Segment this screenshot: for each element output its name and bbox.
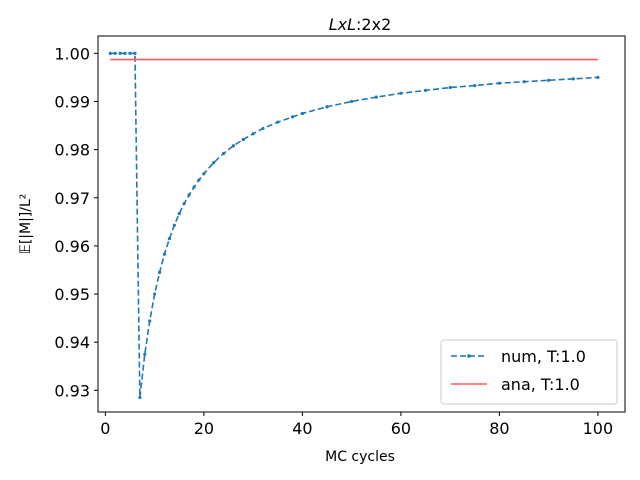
- series-0-point: [374, 95, 378, 99]
- plot-area: [108, 51, 600, 400]
- series-0-point: [123, 51, 127, 55]
- series-0-point: [108, 51, 112, 55]
- x-tick-label: 80: [489, 419, 509, 438]
- series-0-point: [596, 75, 600, 80]
- series-0-point: [350, 99, 354, 104]
- series-0-point: [148, 319, 152, 323]
- series-0-point: [325, 105, 329, 109]
- series-line-0: [110, 52, 598, 398]
- x-tick-label: 60: [391, 419, 411, 438]
- series-0-point: [212, 161, 216, 165]
- y-tick-label: 0.93: [54, 381, 90, 400]
- legend-label-1: ana, T:1.0: [501, 375, 580, 394]
- series-0-point: [571, 77, 575, 81]
- series-0-point: [473, 83, 477, 88]
- chart-title: LxL:2x2: [329, 15, 392, 34]
- series-0-point: [251, 132, 255, 136]
- series-0-point: [187, 193, 191, 197]
- series-0-point: [113, 51, 117, 55]
- legend-swatch-marker-0: [467, 354, 471, 358]
- series-0-point: [157, 270, 162, 274]
- series-0-point: [143, 352, 147, 356]
- series-0-point: [300, 111, 304, 116]
- series-0-point: [448, 85, 452, 90]
- series-0-point: [162, 252, 167, 256]
- series-0-point: [192, 185, 196, 189]
- series-0-point: [231, 144, 236, 148]
- series-0-point: [399, 91, 403, 95]
- series-0-point: [177, 212, 181, 216]
- legend-label-0: num, T:1.0: [501, 347, 586, 366]
- y-tick-label: 0.97: [54, 189, 90, 208]
- series-0-point: [276, 120, 280, 124]
- x-tick-label: 20: [194, 419, 214, 438]
- series-0-point: [290, 115, 295, 119]
- series-0-point: [547, 78, 551, 82]
- y-tick-label: 0.98: [54, 141, 90, 160]
- title-prefix: LxL: [329, 15, 356, 34]
- y-tick-label: 0.99: [54, 92, 90, 111]
- y-tick-label: 1.00: [54, 44, 90, 63]
- y-tick-label: 0.94: [54, 333, 90, 352]
- x-tick-label: 40: [292, 419, 312, 438]
- title-suffix: :2x2: [356, 15, 391, 34]
- series-0-point: [172, 223, 176, 227]
- x-tick-label: 100: [583, 419, 614, 438]
- x-axis-label: MC cycles: [325, 449, 395, 465]
- series-0-point: [497, 81, 502, 85]
- axes: 0 20 40 60 80 100 0.93 0.94 0.95 0.96 0.97 0.98 0.99…: [54, 35, 626, 438]
- legend-box: [440, 339, 618, 405]
- series-0-point: [182, 201, 186, 206]
- series-0-point: [153, 292, 157, 296]
- y-tick-label: 0.95: [54, 285, 90, 304]
- series-0-point: [118, 51, 122, 55]
- series-0-point: [261, 126, 265, 131]
- series-0-point: [522, 80, 526, 84]
- series-0-point: [202, 172, 206, 176]
- series-0-point: [138, 395, 142, 400]
- series-0-point: [423, 88, 428, 93]
- x-tick-label: 0: [100, 419, 110, 438]
- legend: num, T:1.0 ana, T:1.0: [440, 339, 618, 405]
- series-0-point: [128, 51, 132, 55]
- y-tick-label: 0.96: [54, 237, 90, 256]
- series-0-point: [167, 237, 172, 241]
- axes-frame: [97, 35, 626, 413]
- series-0-point: [241, 137, 245, 142]
- series-0-point: [221, 151, 226, 156]
- series-0-point: [133, 51, 137, 55]
- series-0-point: [197, 178, 201, 182]
- y-axis-label: 𝔼[|M|]/L²: [18, 194, 34, 255]
